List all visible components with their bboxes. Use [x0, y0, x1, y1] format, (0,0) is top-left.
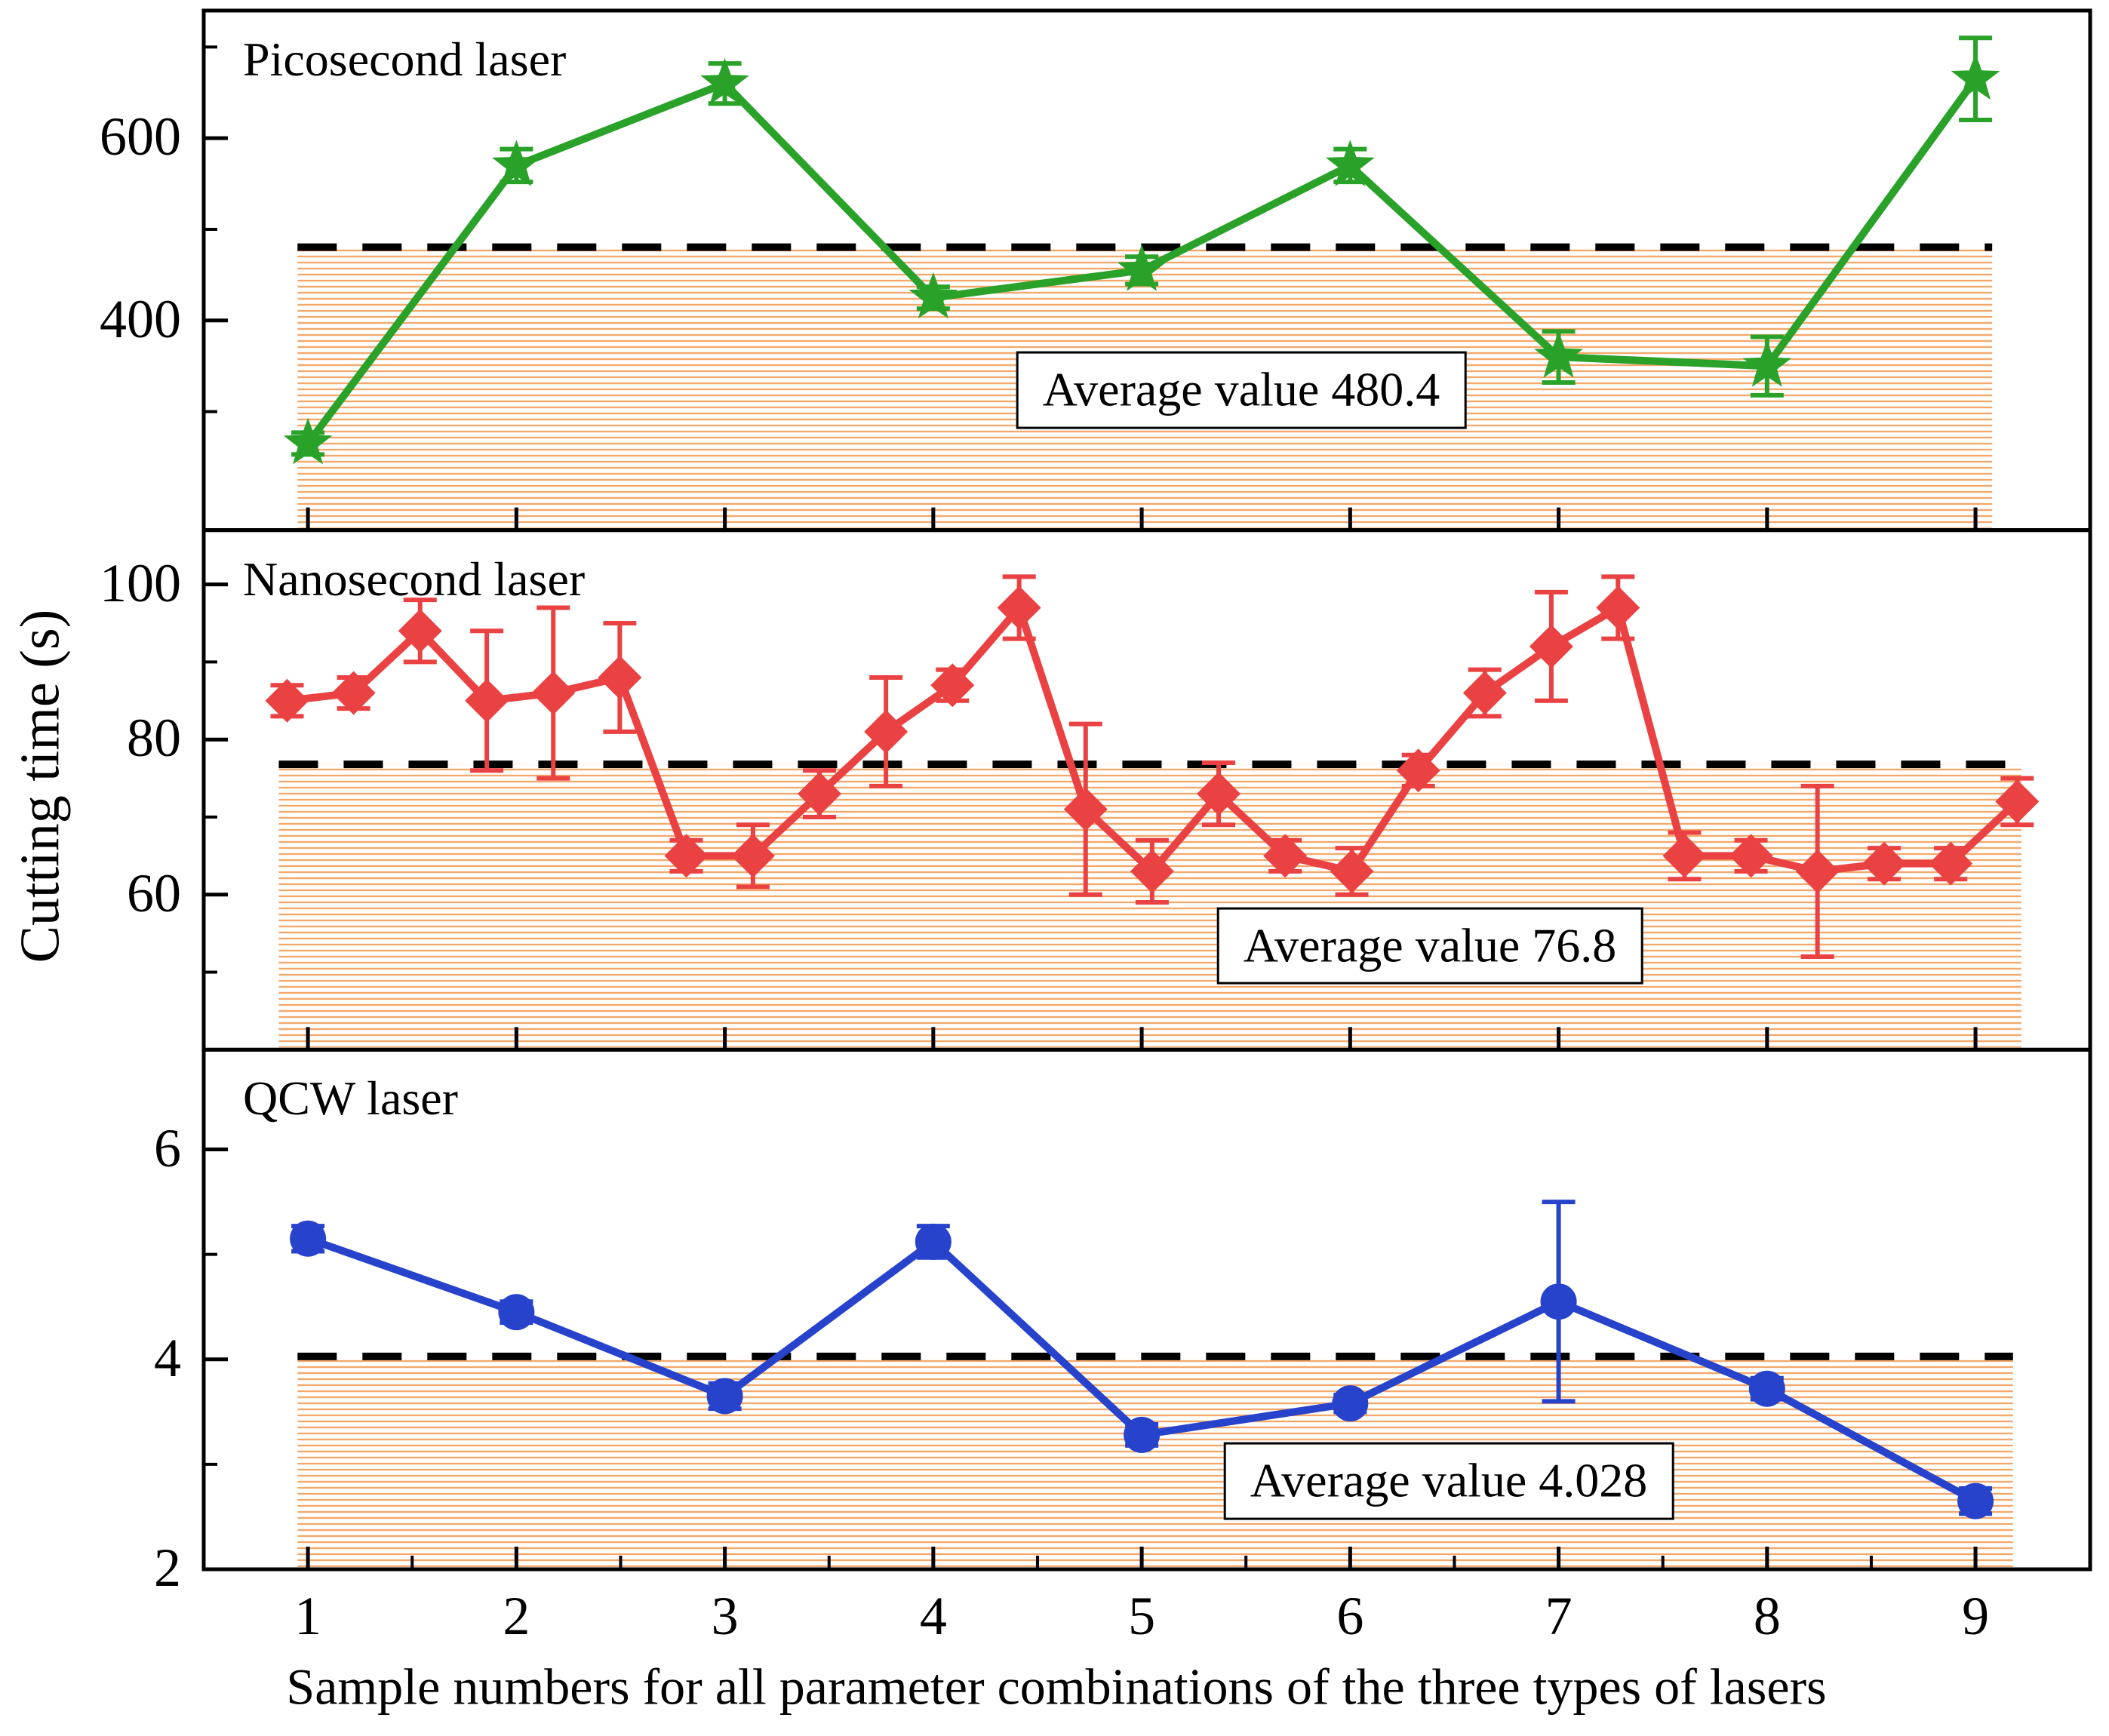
diamond-marker	[1396, 748, 1440, 793]
diamond-marker	[598, 655, 642, 699]
nanosecond-title: Nanosecond laser	[243, 552, 586, 606]
panel-picosecond	[201, 8, 2092, 533]
qcw-panel-border	[201, 1047, 2092, 1572]
circle-marker	[1748, 1370, 1785, 1407]
diamond-marker	[1795, 849, 1840, 893]
diamond-marker	[1063, 787, 1108, 831]
diamond-marker	[1462, 671, 1507, 715]
picosecond-ytick-label: 400	[100, 288, 181, 349]
diamond-marker	[531, 671, 576, 715]
diamond-marker	[465, 678, 509, 723]
star-marker	[1117, 244, 1167, 291]
nanosecond-ytick-label: 60	[127, 862, 181, 923]
qcw-ytick-label: 6	[154, 1117, 181, 1178]
diamond-marker	[1995, 779, 2040, 824]
xtick-label: 5	[1128, 1586, 1156, 1646]
nanosecond-average-area	[278, 764, 2021, 1048]
diamond-marker	[997, 585, 1041, 630]
qcw-ytick-label: 4	[154, 1327, 181, 1388]
xtick-label: 1	[294, 1586, 322, 1646]
diamond-marker	[930, 663, 975, 708]
picosecond-title: Picosecond laser	[243, 32, 567, 86]
star-marker	[1326, 140, 1375, 186]
diamond-marker	[1862, 841, 1907, 886]
diamond-marker	[864, 709, 908, 754]
x-axis-title: Sample numbers for all parameter combina…	[286, 1658, 1827, 1716]
picosecond-markers	[283, 53, 2000, 465]
diamond-marker	[331, 671, 376, 715]
star-marker	[908, 272, 958, 319]
diamond-marker	[1330, 849, 1374, 893]
xtick-label: 6	[1336, 1586, 1364, 1646]
panel-nanosecond	[201, 528, 2092, 1052]
panel-qcw	[201, 1047, 2092, 1572]
circle-marker	[915, 1223, 952, 1260]
qcw-average-area	[297, 1356, 2013, 1567]
nanosecond-ytick-label: 80	[127, 708, 181, 769]
xtick-label: 4	[919, 1586, 947, 1646]
picosecond-annotation: Average value 480.4	[1016, 351, 1467, 429]
circle-marker	[290, 1220, 327, 1257]
diamond-marker	[1929, 841, 1973, 886]
diamond-marker	[1662, 834, 1707, 878]
xtick-label: 9	[1962, 1586, 1990, 1646]
xtick-label: 8	[1753, 1586, 1781, 1646]
diamond-marker	[1130, 849, 1174, 893]
nanosecond-annotation: Average value 76.8	[1216, 907, 1643, 985]
xtick-label: 7	[1545, 1586, 1573, 1646]
diamond-marker	[1529, 624, 1573, 668]
diamond-marker	[1729, 834, 1773, 878]
diamond-marker	[798, 772, 842, 816]
nanosecond-markers	[265, 585, 2040, 893]
diamond-marker	[1263, 834, 1308, 878]
circle-marker	[1124, 1416, 1161, 1453]
qcw-annotation: Average value 4.028	[1223, 1442, 1674, 1520]
diamond-marker	[398, 609, 442, 653]
star-marker	[700, 57, 749, 105]
diamond-marker	[1197, 772, 1241, 816]
xtick-label: 2	[503, 1586, 530, 1646]
circle-marker	[1540, 1283, 1577, 1320]
picosecond-ytick-label: 600	[100, 106, 181, 167]
circle-marker	[706, 1378, 743, 1415]
diamond-marker	[265, 678, 309, 723]
star-marker	[1534, 331, 1583, 378]
star-marker	[1951, 53, 2000, 100]
y-axis-title: Cutting time (s)	[9, 609, 72, 963]
qcw-markers	[290, 1220, 1994, 1519]
circle-marker	[1957, 1483, 1994, 1519]
qcw-title: QCW laser	[243, 1071, 458, 1126]
diamond-marker	[730, 834, 775, 878]
qcw-ytick-label: 2	[154, 1538, 181, 1598]
xtick-label: 3	[711, 1586, 739, 1646]
circle-marker	[1332, 1385, 1369, 1422]
star-marker	[1742, 340, 1792, 387]
star-marker	[283, 417, 333, 465]
diamond-marker	[664, 834, 709, 878]
nanosecond-ytick-label: 100	[100, 552, 181, 613]
circle-marker	[498, 1294, 535, 1331]
star-marker	[492, 140, 541, 186]
diamond-marker	[1596, 585, 1640, 630]
